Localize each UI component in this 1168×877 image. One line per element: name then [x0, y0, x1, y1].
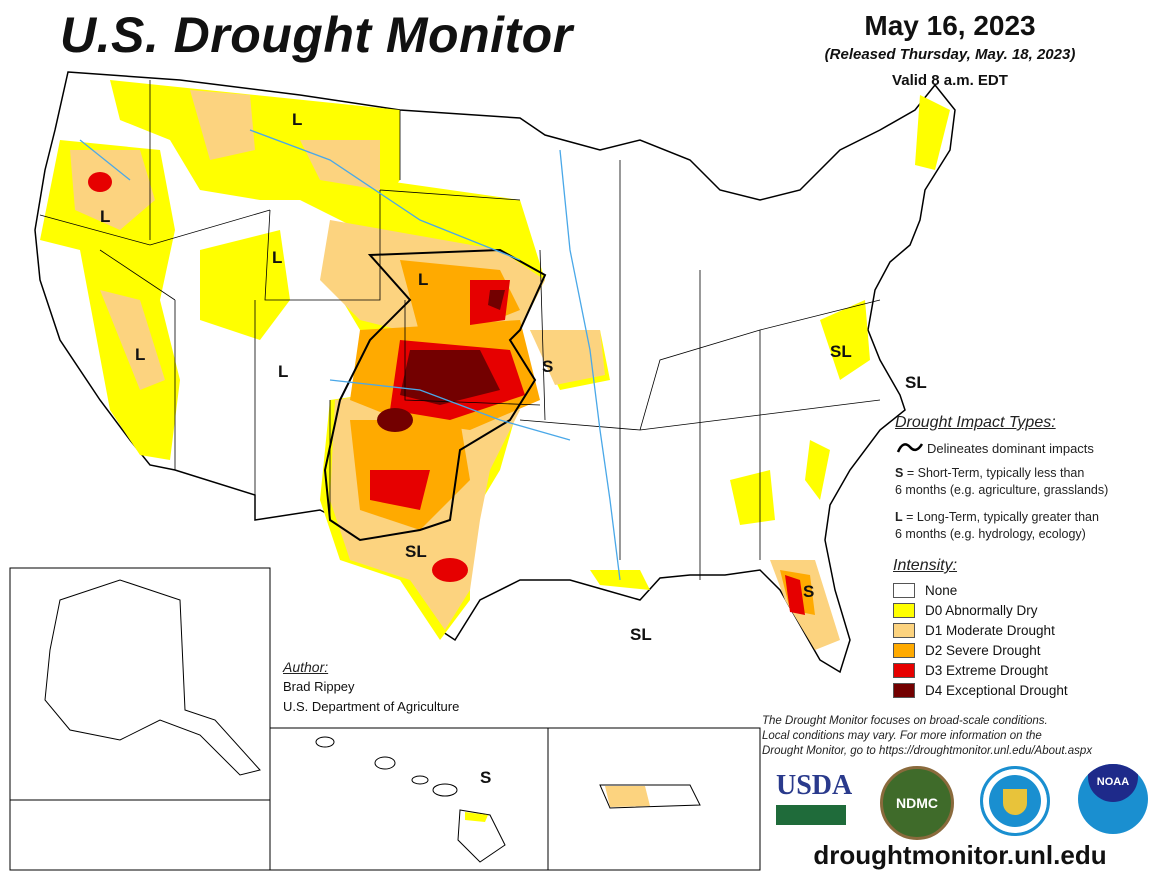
- inset-frames: [9, 567, 761, 871]
- label-s: S: [480, 768, 491, 787]
- swatch: [893, 662, 915, 678]
- legend-label: None: [925, 582, 958, 598]
- label-l: L: [418, 270, 428, 289]
- author-heading: Author:: [283, 659, 329, 675]
- impact-labels: L L L L L L S SL SL SL SL S S S: [100, 110, 927, 809]
- swatch: [893, 642, 915, 658]
- swatch: [893, 602, 915, 618]
- long-term-key: L = Long-Term, typically greater than 6 …: [895, 509, 1099, 543]
- ndmc-logo: NDMC: [880, 766, 954, 840]
- short-text2: 6 months (e.g. agriculture, grasslands): [895, 483, 1109, 497]
- label-sl: SL: [830, 342, 852, 361]
- valid-time: Valid 8 a.m. EDT: [892, 72, 1008, 89]
- note-line: The Drought Monitor focuses on broad-sca…: [762, 715, 1048, 727]
- label-l: L: [278, 362, 288, 381]
- swatch: [893, 682, 915, 698]
- map-date: May 16, 2023: [864, 10, 1036, 41]
- label-sl: SL: [630, 625, 652, 644]
- legend-label: D0 Abnormally Dry: [925, 602, 1038, 618]
- legend-d3: D3 Extreme Drought: [893, 660, 1068, 680]
- long-text2: 6 months (e.g. hydrology, ecology): [895, 527, 1086, 541]
- website-link[interactable]: droughtmonitor.unl.edu: [813, 840, 1107, 870]
- legend-d4: D4 Exceptional Drought: [893, 680, 1068, 700]
- impact-boundary: [323, 248, 547, 542]
- release-date: (Released Thursday, May. 18, 2023): [824, 46, 1076, 63]
- label-sl: SL: [905, 373, 927, 392]
- label-sl: SL: [405, 542, 427, 561]
- label-l: L: [292, 110, 302, 129]
- intensity-legend: None D0 Abnormally Dry D1 Moderate Droug…: [893, 580, 1068, 700]
- short-term-key: S = Short-Term, typically less than 6 mo…: [895, 465, 1108, 499]
- state-borders: [39, 80, 881, 580]
- author-org: U.S. Department of Agriculture: [283, 699, 460, 714]
- note-line: Drought Monitor, go to https://droughtmo…: [762, 745, 1093, 757]
- label-l: L: [135, 345, 145, 364]
- hawaii-islands: [315, 736, 458, 797]
- swatch: [893, 582, 915, 598]
- delineates-text: Delineates dominant impacts: [927, 441, 1094, 456]
- noaa-logo: NOAA: [1078, 764, 1148, 834]
- legend-none: None: [893, 580, 1068, 600]
- impact-line-icon: [896, 443, 924, 453]
- impact-types-heading: Drought Impact Types:: [895, 414, 1056, 431]
- short-key: S: [895, 466, 904, 480]
- label-s: S: [542, 357, 553, 376]
- swatch: [893, 622, 915, 638]
- rivers: [79, 129, 621, 581]
- intensity-heading: Intensity:: [893, 557, 958, 574]
- legend-d0: D0 Abnormally Dry: [893, 600, 1068, 620]
- long-text: = Long-Term, typically greater than: [906, 510, 1099, 524]
- author-name: Brad Rippey: [283, 679, 355, 694]
- legend-label: D3 Extreme Drought: [925, 662, 1049, 678]
- legend-d1: D1 Moderate Drought: [893, 620, 1068, 640]
- legend-label: D2 Severe Drought: [925, 642, 1041, 658]
- hawaii-big-island: [457, 809, 506, 863]
- legend-label: D4 Exceptional Drought: [925, 682, 1068, 698]
- noaa-text: NOAA: [1088, 764, 1138, 802]
- label-l: L: [272, 248, 282, 267]
- author-block: Author: Brad Rippey U.S. Department of A…: [283, 657, 459, 717]
- long-key: L: [895, 510, 903, 524]
- short-text: = Short-Term, typically less than: [906, 466, 1085, 480]
- legend-d2: D2 Severe Drought: [893, 640, 1068, 660]
- usda-text: USDA: [776, 770, 853, 801]
- note-line: Local conditions may vary. For more info…: [762, 730, 1042, 742]
- label-l: L: [100, 207, 110, 226]
- commerce-logo: [980, 766, 1050, 836]
- map-title: U.S. Drought Monitor: [60, 7, 573, 63]
- label-s: S: [803, 582, 814, 601]
- disclaimer-note: The Drought Monitor focuses on broad-sca…: [762, 714, 1162, 759]
- legend-label: D1 Moderate Drought: [925, 622, 1055, 638]
- usda-logo: USDA: [776, 770, 853, 825]
- alaska-inset: [44, 579, 261, 776]
